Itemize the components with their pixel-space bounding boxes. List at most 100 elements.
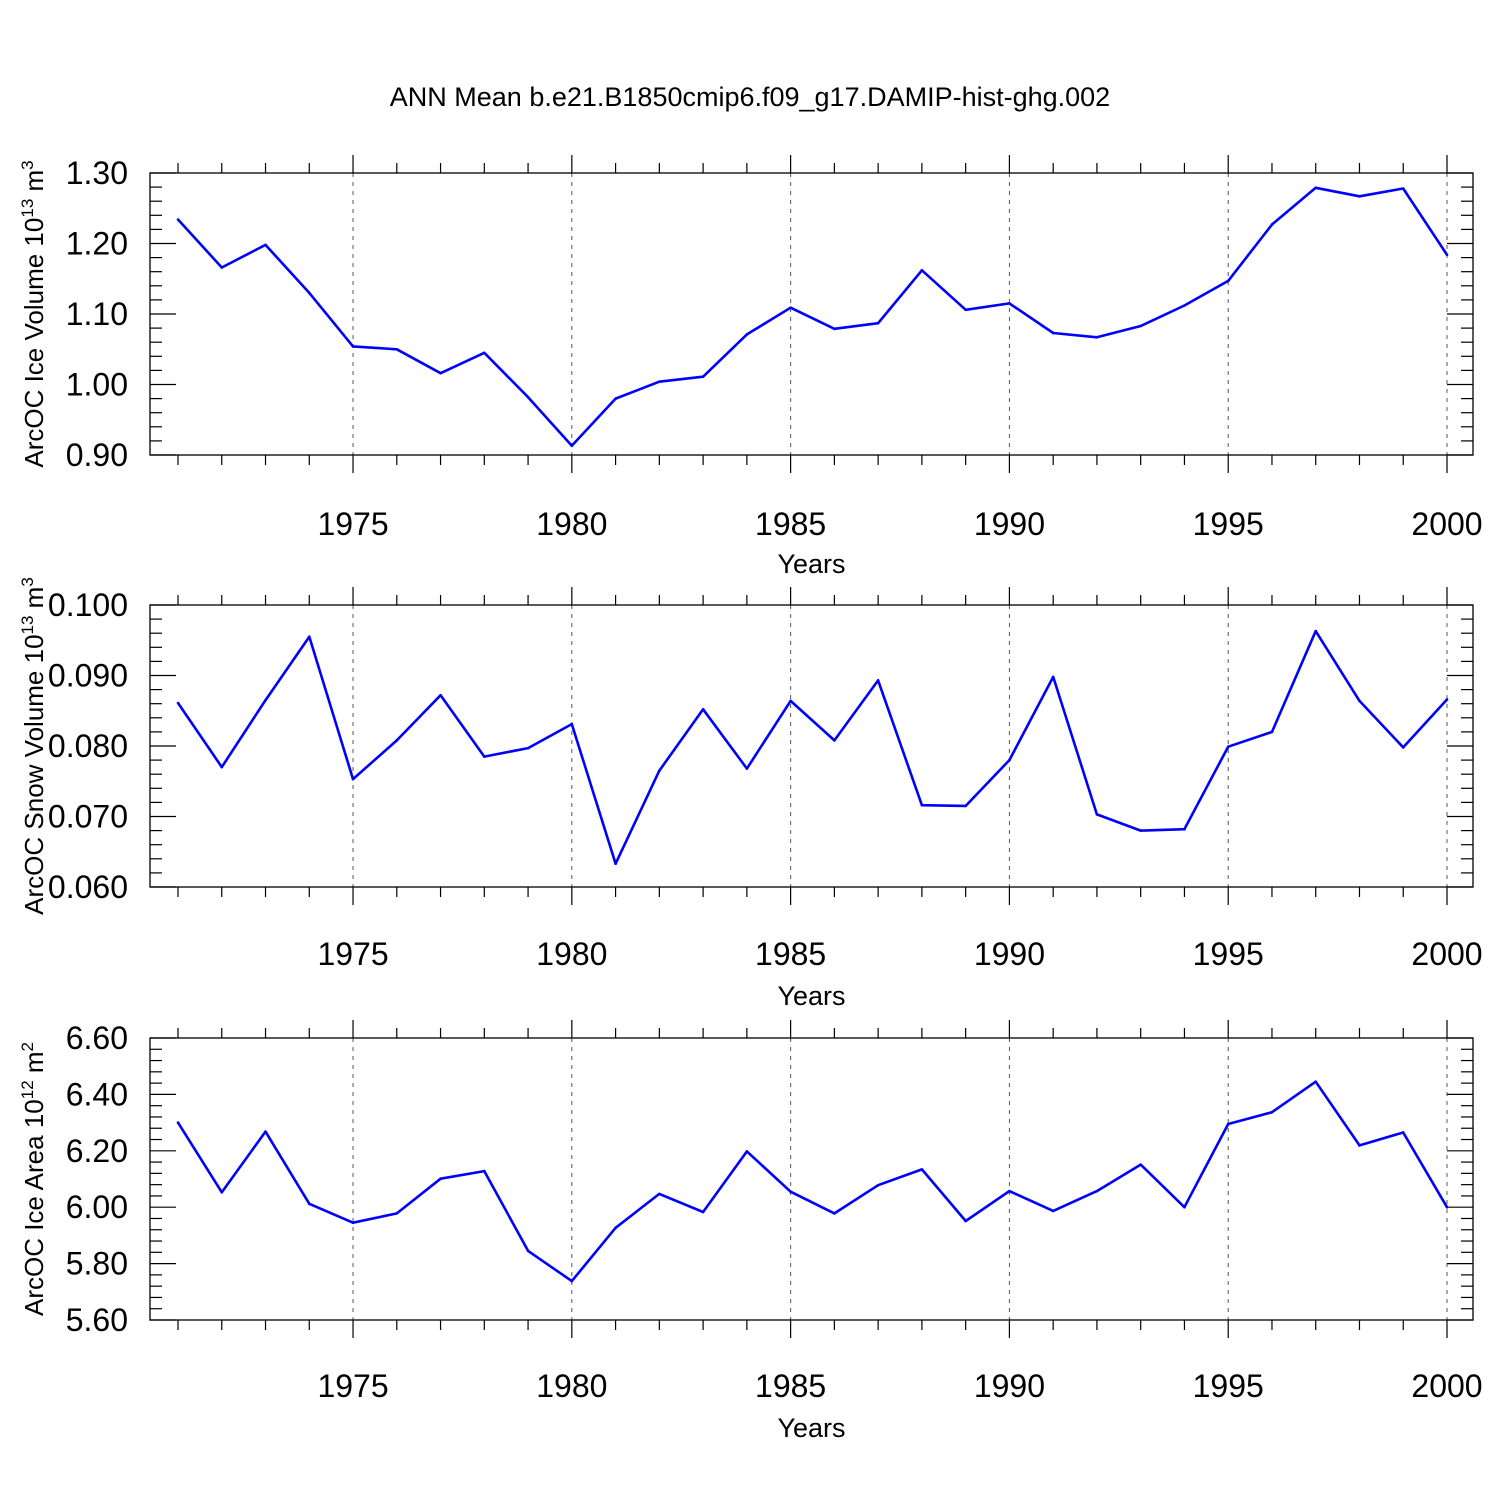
data-point (833, 739, 836, 742)
data-point (1095, 813, 1099, 816)
data-point (264, 243, 267, 247)
data-point (1445, 253, 1449, 257)
y-tick-label: 0.070 (48, 799, 128, 835)
x-axis-label: Years (777, 1413, 845, 1443)
data-point (1095, 1189, 1099, 1193)
y-axis-label: ArcOC Snow Volume 1013 m3 (18, 577, 49, 915)
data-point (176, 1121, 180, 1124)
x-tick-label: 1980 (536, 936, 607, 972)
data-point (307, 1202, 311, 1206)
data-point (526, 395, 530, 399)
data-point (1445, 698, 1449, 701)
data-point (1008, 758, 1011, 762)
data-point (1008, 1189, 1011, 1193)
data-point (1051, 331, 1055, 335)
x-tick-label: 1980 (536, 1368, 607, 1404)
data-point (1008, 302, 1011, 305)
data-point (1226, 745, 1230, 749)
plot-frame (149, 1037, 1474, 1321)
plot-frame (149, 604, 1474, 888)
x-tick-label: 2000 (1411, 506, 1482, 542)
x-axis-label: Years (777, 549, 845, 579)
data-point (789, 1190, 792, 1193)
data-point (614, 862, 617, 866)
data-point (1051, 675, 1055, 679)
data-point (439, 371, 442, 375)
data-point (570, 1279, 574, 1283)
data-point (964, 308, 967, 312)
x-tick-label: 1985 (755, 1368, 826, 1404)
data-point (833, 1212, 836, 1215)
data-point (1226, 279, 1230, 283)
plot-frame (149, 172, 1474, 456)
y-tick-label: 5.60 (66, 1302, 128, 1338)
data-point (176, 218, 180, 221)
data-point (264, 698, 267, 702)
y-tick-label: 0.060 (48, 869, 128, 905)
y-axis-label: ArcOC Ice Area 1012 m2 (18, 1042, 49, 1316)
data-point (220, 1190, 224, 1194)
data-point (614, 397, 617, 400)
y-tick-label: 1.10 (66, 296, 128, 332)
series-line (176, 1080, 1449, 1283)
x-tick-label: 1995 (1193, 1368, 1264, 1404)
data-point (264, 1130, 267, 1133)
x-tick-label: 1975 (317, 506, 388, 542)
x-tick-label: 1995 (1193, 506, 1264, 542)
data-point (614, 1226, 617, 1230)
data-point (1270, 1110, 1274, 1114)
y-axis-label: ArcOC Ice Volume 1013 m3 (18, 160, 49, 467)
data-point (351, 1221, 355, 1225)
data-point (876, 321, 880, 325)
data-point (1314, 186, 1318, 190)
data-point (439, 1177, 442, 1181)
data-point (920, 1168, 924, 1171)
data-point (1270, 223, 1274, 226)
data-point (833, 327, 836, 331)
y-tick-label: 0.90 (66, 437, 128, 473)
data-point (789, 306, 792, 309)
y-tick-label: 1.00 (66, 367, 128, 403)
data-point (1051, 1209, 1055, 1213)
data-point (1139, 1163, 1142, 1166)
data-point (789, 699, 792, 703)
data-point (483, 755, 486, 758)
data-point (176, 701, 180, 705)
data-point (351, 777, 355, 781)
data-point (920, 803, 924, 807)
data-point (1358, 699, 1361, 703)
y-tick-label: 6.20 (66, 1133, 128, 1169)
data-point (1270, 730, 1274, 734)
data-point (701, 708, 705, 711)
data-point (745, 1150, 749, 1153)
data-point (1358, 1144, 1361, 1147)
data-point (876, 679, 880, 682)
data-point (395, 1212, 399, 1215)
x-tick-label: 1980 (536, 506, 607, 542)
x-tick-label: 1995 (1193, 936, 1264, 972)
data-point (483, 351, 486, 355)
data-point (483, 1169, 486, 1173)
data-point (701, 1210, 705, 1214)
series-line (176, 629, 1448, 866)
data-point (570, 722, 574, 726)
data-point (701, 375, 705, 379)
chart-title: ANN Mean b.e21.B1850cmip6.f09_g17.DAMIP-… (390, 82, 1110, 112)
y-tick-label: 6.40 (66, 1076, 128, 1112)
x-tick-label: 1985 (755, 506, 826, 542)
data-point (1139, 324, 1142, 328)
data-point (1401, 1131, 1405, 1134)
y-tick-label: 6.60 (66, 1020, 128, 1056)
data-point (220, 266, 224, 269)
panel-1: 0.90 1.00 1.10 1.20 1.30 1975 1980 1985 1990 1995… (18, 155, 1483, 579)
x-tick-label: 1985 (755, 936, 826, 972)
data-point (1183, 827, 1186, 831)
y-tick-label: 0.080 (48, 728, 128, 764)
data-point (1401, 746, 1405, 749)
data-point (1183, 1205, 1186, 1209)
data-point (395, 739, 399, 742)
data-point (920, 268, 924, 272)
data-point (570, 444, 574, 448)
